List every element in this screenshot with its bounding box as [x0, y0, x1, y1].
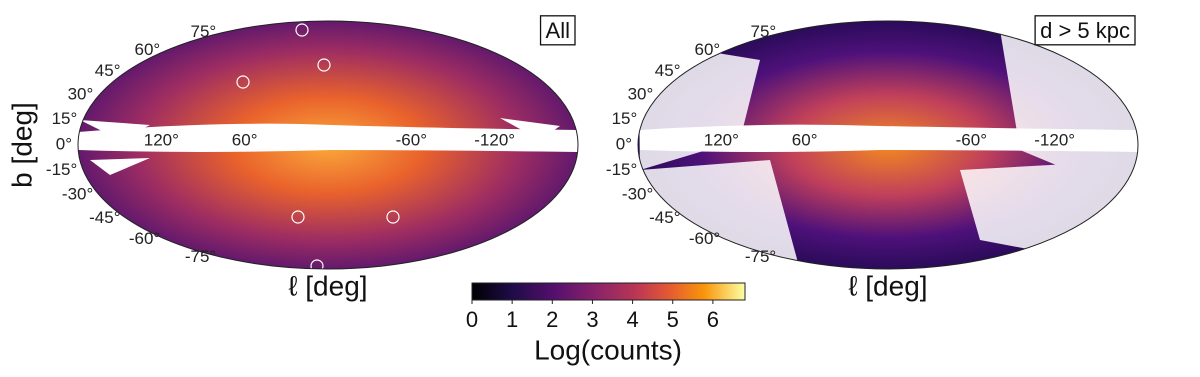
- colorbar-tick-label: 2: [546, 307, 558, 332]
- lon-tick-label: 120°: [704, 130, 739, 149]
- colorbar-tick-label: 1: [506, 307, 518, 332]
- sky-map: [78, 21, 578, 269]
- lon-tick-label: -120°: [474, 130, 515, 149]
- x-axis-label: ℓ [deg]: [288, 270, 367, 301]
- lon-tick-label: -60°: [956, 130, 987, 149]
- colorbar-label: Log(counts): [534, 334, 682, 365]
- lat-tick-label: -15°: [606, 160, 637, 179]
- lat-tick-label: 30°: [628, 84, 654, 103]
- panel-label: d > 5 kpc: [1040, 18, 1130, 43]
- lon-tick-label: 120°: [144, 130, 179, 149]
- lat-tick-label: 45°: [95, 61, 121, 80]
- lon-tick-label: 60°: [232, 130, 258, 149]
- lat-tick-label: -45°: [649, 208, 680, 227]
- lat-tick-label: 30°: [68, 84, 94, 103]
- panel-label-box: [539, 15, 576, 46]
- colorbar-tick-label: 5: [667, 307, 679, 332]
- lat-tick-label: 60°: [135, 40, 161, 59]
- lat-tick-label: -60°: [689, 229, 720, 248]
- colorbar-tick-label: 4: [626, 307, 638, 332]
- lon-tick-label: -60°: [396, 130, 427, 149]
- lat-tick-label: 45°: [655, 61, 681, 80]
- colorbar-tick-label: 3: [586, 307, 598, 332]
- lat-tick-label: 75°: [750, 22, 776, 41]
- lat-tick-label: -75°: [745, 247, 776, 266]
- lon-tick-label: 60°: [792, 130, 818, 149]
- lat-tick-label: -15°: [46, 160, 77, 179]
- lat-tick-label: -75°: [185, 247, 216, 266]
- lat-tick-label: -45°: [89, 208, 120, 227]
- lat-tick-label: 75°: [190, 22, 216, 41]
- lat-tick-label: 0°: [56, 134, 72, 153]
- panel-label-box: [1034, 15, 1136, 46]
- colorbar-tick-label: 0: [466, 307, 478, 332]
- colorbar-tick-label: 6: [707, 307, 719, 332]
- colorbar: [471, 282, 746, 301]
- sky-map: [638, 21, 1138, 269]
- lat-tick-label: 15°: [612, 109, 638, 128]
- lon-tick-label: -120°: [1034, 130, 1075, 149]
- lat-tick-label: -60°: [129, 229, 160, 248]
- lat-tick-label: 0°: [616, 134, 632, 153]
- lat-tick-label: 15°: [52, 109, 78, 128]
- panel-label: All: [546, 18, 570, 43]
- lat-tick-label: -30°: [622, 185, 653, 204]
- y-axis-label: b [deg]: [6, 102, 37, 188]
- lat-tick-label: 60°: [695, 40, 721, 59]
- lat-tick-label: -30°: [62, 185, 93, 204]
- x-axis-label: ℓ [deg]: [848, 270, 927, 301]
